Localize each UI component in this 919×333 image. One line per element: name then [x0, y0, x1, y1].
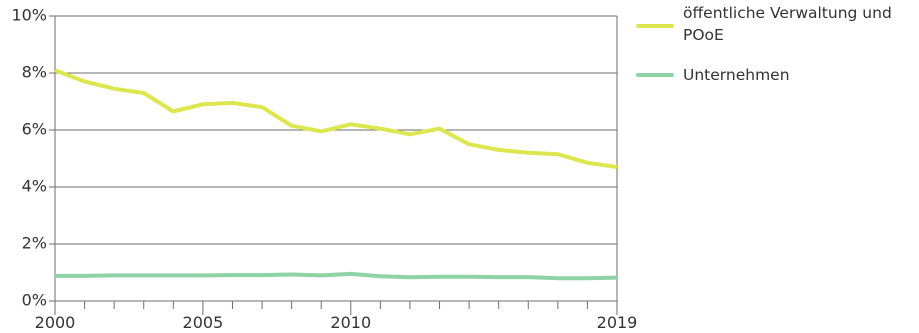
legend-label-companies: Unternehmen — [683, 66, 790, 84]
y-tick-label: 2% — [22, 234, 47, 253]
y-tick-label: 10% — [11, 6, 47, 25]
legend-swatch-companies — [636, 73, 674, 77]
legend-item-companies: Unternehmen — [636, 64, 916, 86]
x-tick-label: 2019 — [597, 313, 638, 332]
x-tick-label: 2005 — [183, 313, 224, 332]
y-tick-label: 4% — [22, 177, 47, 196]
series-line-public-administration — [54, 68, 618, 169]
legend-swatch-public-administration — [636, 24, 674, 28]
legend-item-public-administration: öffentliche Verwaltung und POoE — [636, 2, 916, 46]
series-line-companies — [55, 271, 618, 281]
x-tick-label: 2010 — [330, 313, 371, 332]
y-tick-label: 8% — [22, 63, 47, 82]
legend-label-public-administration: öffentliche Verwaltung und POoE — [683, 4, 892, 44]
x-tick-label: 2000 — [35, 313, 76, 332]
y-tick-label: 6% — [22, 120, 47, 139]
legend: öffentliche Verwaltung und POoE Unterneh… — [636, 2, 916, 86]
y-tick-label: 0% — [22, 291, 47, 310]
